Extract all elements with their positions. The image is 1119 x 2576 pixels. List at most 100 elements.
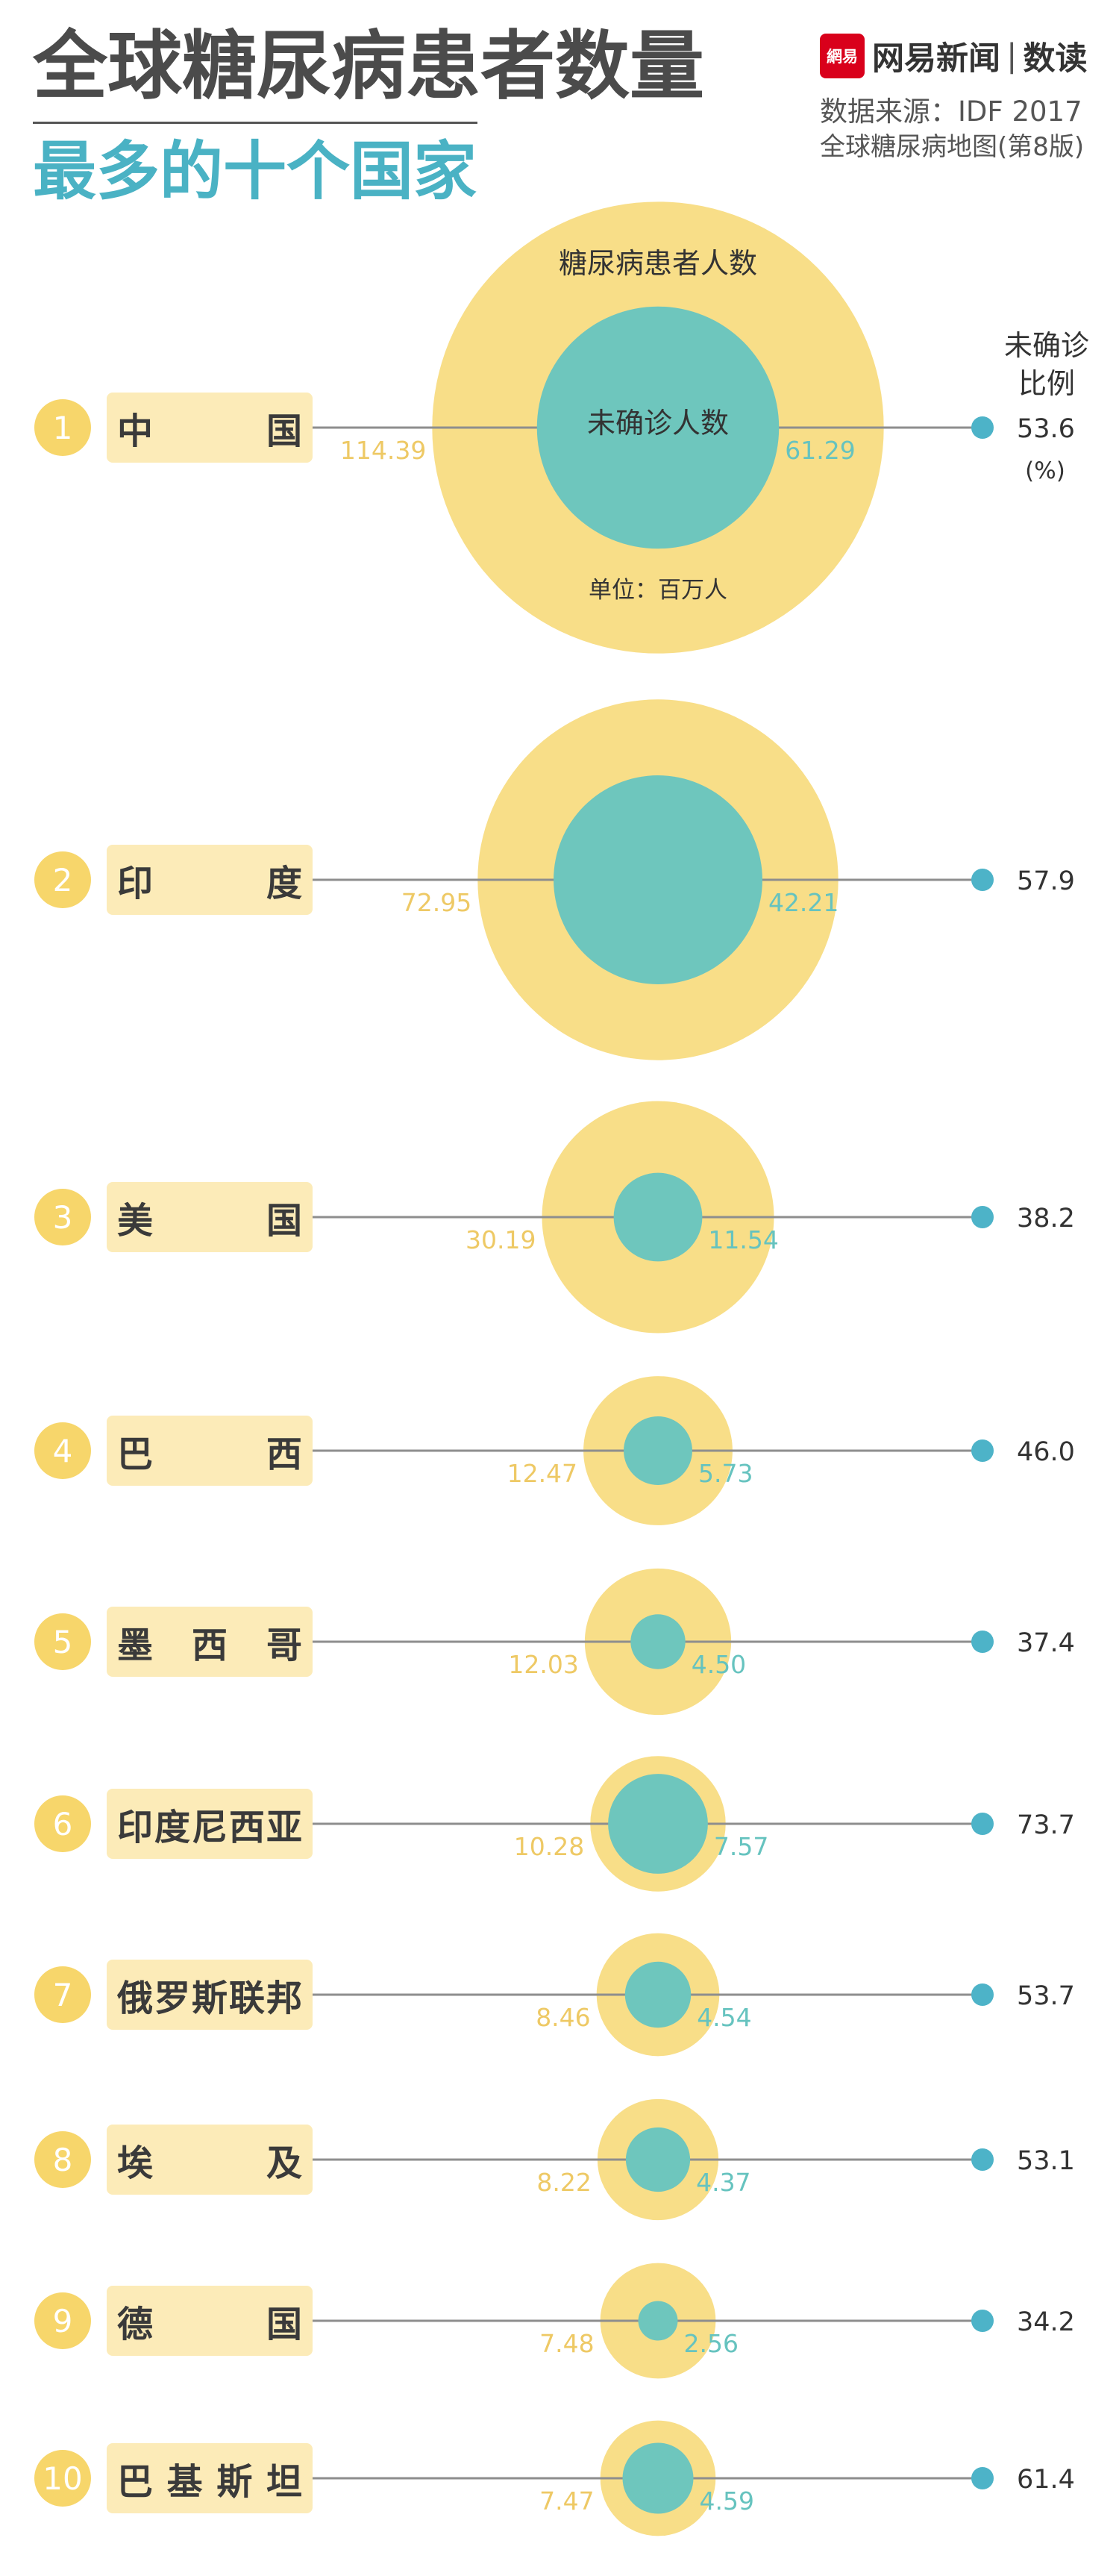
country-label: 印度 [107,845,313,915]
ratio-dot [971,1631,994,1653]
country-label-char: 巴 [117,1434,154,1475]
ratio-dot [971,2467,994,2489]
country-label: 俄罗斯联邦 [107,1960,313,2030]
country-label-char: 及 [266,2142,302,2184]
undiagnosed-ratio-value: 38.2 [1017,1204,1075,1234]
country-label-char: 基 [166,2461,203,2503]
ratio-dot [971,2310,994,2332]
country-label-char: 巴 [117,2461,154,2503]
ratio-header-line1: 未确诊 [1004,329,1089,362]
country-label-char: 罗 [154,1978,190,2019]
undiagnosed-circle [630,1614,686,1669]
undiagnosed-circle [624,1416,692,1485]
country-label: 印度尼西亚 [107,1789,313,1859]
undiagnosed-circle [625,2127,691,2192]
country-label-char: 墨 [117,1625,154,1666]
rank-badge: 6 [34,1795,91,1852]
country-label-char: 德 [117,2304,154,2345]
netease-logo-icon: 網易 [820,34,865,78]
country-label: 德国 [107,2286,313,2356]
country-label: 中国 [107,393,313,463]
rank-badge: 1 [34,399,91,456]
total-value-label: 7.48 [539,2329,594,2358]
rank-badge: 5 [34,1613,91,1670]
country-label-char: 埃 [117,2142,154,2184]
rank-badge: 7 [34,1966,91,2023]
country-label-char: 印 [117,1807,154,1848]
rank-badge: 10 [34,2450,91,2507]
legend-unit-label: 单位：百万人 [589,577,727,604]
undiagnosed-ratio-value: 46.0 [1017,1437,1075,1467]
ratio-dot [971,1983,994,2006]
country-label-char: 联 [228,1978,265,2019]
country-label: 墨西哥 [107,1607,313,1677]
country-label-char: 亚 [266,1807,302,1848]
ratio-dot [971,1206,994,1228]
undiagnosed-value-label: 4.37 [696,2168,750,2197]
undiagnosed-ratio-value: 73.7 [1017,1810,1075,1840]
undiagnosed-value-label: 4.54 [697,2003,751,2032]
country-label: 美国 [107,1182,313,1252]
undiagnosed-circle [638,2301,678,2341]
country-label-char: 度 [154,1807,190,1848]
country-label-char: 国 [266,1200,302,1242]
undiagnosed-value-label: 4.50 [692,1650,746,1679]
undiagnosed-ratio-value: 53.6 [1017,414,1075,444]
brand-column-name: 数读 [1023,40,1088,78]
undiagnosed-circle [554,775,762,984]
country-label-char: 邦 [266,1978,302,2019]
data-source-detail: 全球糖尿病地图(第8版) [820,132,1085,162]
undiagnosed-circle [613,1172,703,1262]
total-value-label: 10.28 [514,1832,584,1861]
country-label-char: 印 [117,863,154,904]
ratio-dots-layer [971,416,994,2489]
total-value-label: 8.22 [536,2168,591,2197]
undiagnosed-value-label: 61.29 [785,436,855,465]
undiagnosed-circle [622,2442,694,2514]
undiagnosed-value-label: 4.59 [699,2486,753,2516]
rank-badge: 2 [34,851,91,908]
undiagnosed-ratio-value: 37.4 [1017,1628,1075,1658]
data-source: 数据来源：IDF 2017 [820,96,1082,128]
brand-separator: | [1006,37,1018,75]
legend-inner-label: 未确诊人数 [587,407,729,440]
country-label-char: 度 [266,863,302,904]
undiagnosed-ratio-value: 53.1 [1017,2146,1075,2176]
country-label-char: 美 [117,1200,154,1242]
country-label-char: 西 [266,1434,302,1475]
country-label-char: 国 [266,2304,302,2345]
undiagnosed-circle [536,306,780,549]
undiagnosed-value-label: 11.54 [708,1225,778,1254]
country-label-char: 国 [266,410,302,452]
ratio-unit-label: (%) [1025,457,1065,484]
country-label-char: 西 [228,1807,265,1848]
country-label-char: 坦 [266,2461,302,2503]
brand-name: 网易新闻 [872,40,1000,78]
rank-badge: 4 [34,1422,91,1479]
country-label-char: 哥 [266,1625,302,1666]
rank-badge: 3 [34,1189,91,1245]
country-label-char: 尼 [191,1807,228,1848]
ratio-dot [971,2148,994,2171]
undiagnosed-ratio-value: 53.7 [1017,1981,1075,2011]
title-underline [33,122,477,124]
undiagnosed-circles-layer [536,306,780,2514]
legend-outer-label: 糖尿病患者人数 [559,247,757,280]
undiagnosed-value-label: 42.21 [768,888,839,917]
country-label-char: 斯 [216,2461,253,2503]
value-labels-layer: 114.39 61.29 53.6 72.95 42.21 57.9 30.19 11.54 3… [340,414,1075,2516]
ratio-dot [971,416,994,439]
undiagnosed-ratio-value: 34.2 [1017,2307,1075,2337]
country-label-char: 斯 [191,1978,228,2019]
undiagnosed-circle [624,1961,692,2028]
country-label: 埃及 [107,2125,313,2195]
country-label-char: 西 [191,1625,228,1666]
undiagnosed-ratio-value: 57.9 [1017,866,1075,896]
rank-badge: 9 [34,2292,91,2349]
country-label: 巴西 [107,1416,313,1486]
rank-badge: 8 [34,2131,91,2188]
total-value-label: 8.46 [536,2003,590,2032]
ratio-dot [971,1813,994,1835]
total-value-label: 30.19 [466,1225,536,1254]
